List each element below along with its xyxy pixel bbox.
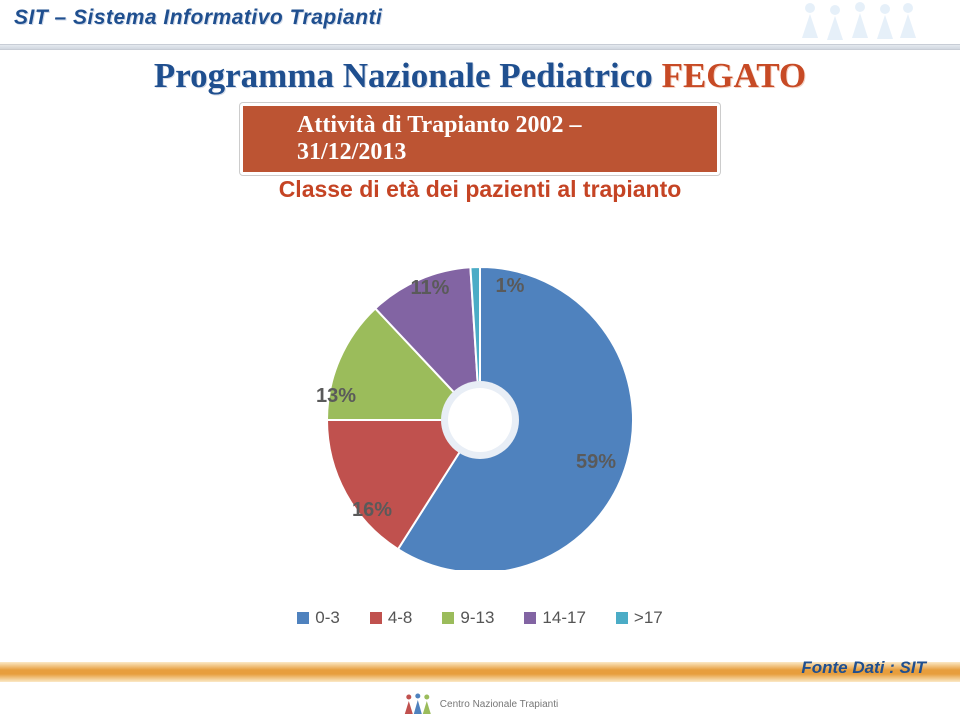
legend-swatch: [524, 612, 536, 624]
pie-slice-label: 59%: [576, 451, 616, 473]
legend-item: 14-17: [524, 608, 585, 628]
legend-item: >17: [616, 608, 663, 628]
legend-item: 0-3: [297, 608, 340, 628]
header: SIT – Sistema Informativo Trapianti: [0, 0, 960, 44]
main-title-accent: FEGATO: [662, 56, 807, 95]
pie-slice-label: 16%: [352, 499, 392, 521]
bottom-logo-text: Centro Nazionale Trapianti: [440, 699, 558, 710]
header-divider: [0, 44, 960, 50]
main-title-plain: Programma Nazionale Pediatrico: [154, 56, 662, 95]
legend-label: >17: [634, 608, 663, 628]
pie-slice-label: 1%: [496, 275, 525, 297]
legend-label: 4-8: [388, 608, 413, 628]
source-text: Fonte Dati : SIT: [801, 658, 926, 678]
pie-center-hole: [448, 388, 512, 452]
legend-label: 0-3: [315, 608, 340, 628]
pie-chart: 59% 16% 13% 11% 1%: [260, 210, 700, 570]
system-title: SIT – Sistema Informativo Trapianti: [14, 6, 382, 30]
legend-swatch: [297, 612, 309, 624]
pie-slice-label: 13%: [316, 385, 356, 407]
legend-label: 14-17: [542, 608, 585, 628]
legend-swatch: [442, 612, 454, 624]
legend-item: 4-8: [370, 608, 413, 628]
legend: 0-3 4-8 9-13 14-17 >17: [0, 608, 960, 628]
page: SIT – Sistema Informativo Trapianti Prog…: [0, 0, 960, 720]
bottom-logo: Centro Nazionale Trapianti: [402, 692, 558, 716]
legend-swatch: [370, 612, 382, 624]
people-logo-icon: [402, 692, 434, 716]
legend-swatch: [616, 612, 628, 624]
chart-title: Classe di età dei pazienti al trapianto: [0, 176, 960, 203]
legend-label: 9-13: [460, 608, 494, 628]
people-watermark-icon: [790, 0, 920, 44]
subtitle-text: Attività di Trapianto 2002 – 31/12/2013: [297, 112, 581, 165]
main-title: Programma Nazionale Pediatrico FEGATO: [0, 56, 960, 96]
pie-slice-label: 11%: [411, 277, 450, 299]
subtitle-bar: Attività di Trapianto 2002 – 31/12/2013: [240, 103, 720, 175]
legend-item: 9-13: [442, 608, 494, 628]
